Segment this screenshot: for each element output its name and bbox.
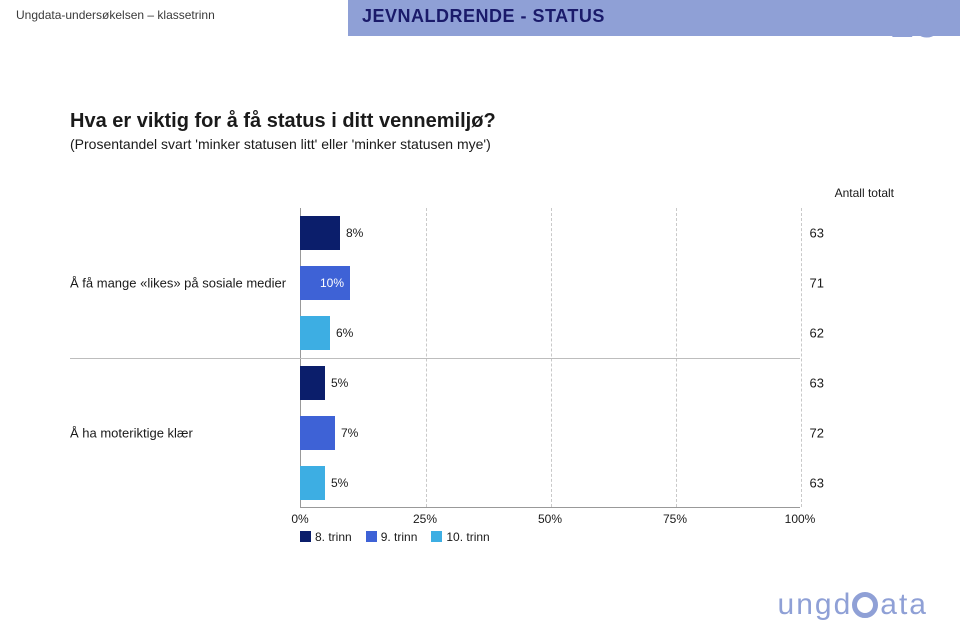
count-value: 63 — [810, 376, 824, 391]
bar-value-label: 8% — [346, 226, 363, 240]
page-number: 15 — [889, 0, 940, 48]
legend-label: 9. trinn — [381, 530, 418, 544]
x-tick-label: 50% — [538, 512, 562, 526]
bar: 6% — [300, 316, 330, 350]
section-title: JEVNALDRENDE - STATUS — [362, 6, 605, 27]
legend-swatch — [300, 531, 311, 542]
count-value: 72 — [810, 426, 824, 441]
count-value: 63 — [810, 226, 824, 241]
bar-value-label: 5% — [331, 476, 348, 490]
bar-row: 5% 63 — [70, 458, 890, 508]
legend-item: 8. trinn — [300, 530, 352, 544]
x-tick-label: 75% — [663, 512, 687, 526]
logo-ring-icon — [852, 592, 878, 618]
survey-label: Ungdata-undersøkelsen – klassetrinn — [16, 8, 215, 22]
count-value: 71 — [810, 276, 824, 291]
question-title: Hva er viktig for å få status i ditt ven… — [70, 110, 496, 133]
category-label: Å ha moteriktige klær — [70, 426, 290, 441]
category-label: Å få mange «likes» på sosiale medier — [70, 276, 290, 291]
x-tick-label: 100% — [785, 512, 816, 526]
bar-row: 8% 63 — [70, 208, 890, 258]
bar-row: Å få mange «likes» på sosiale medier 10% 7… — [70, 258, 890, 308]
legend-swatch — [366, 531, 377, 542]
bar: 5% — [300, 466, 325, 500]
logo-text: ungdata — [778, 588, 928, 621]
legend-item: 10. trinn — [431, 530, 489, 544]
legend-label: 8. trinn — [315, 530, 352, 544]
bar-row: 6% 62 — [70, 308, 890, 358]
bar-value-label: 6% — [336, 326, 353, 340]
bar-value-label: 5% — [331, 376, 348, 390]
bar: 5% — [300, 366, 325, 400]
legend-swatch — [431, 531, 442, 542]
bar-chart: 0% 25% 50% 75% 100% 8% 63 Å få mange «likes» på… — [70, 208, 890, 528]
bar-value-label: 7% — [341, 426, 358, 440]
x-tick-label: 0% — [291, 512, 308, 526]
x-tick-label: 25% — [413, 512, 437, 526]
bar: 10% — [300, 266, 350, 300]
legend: 8. trinn 9. trinn 10. trinn — [300, 530, 504, 544]
count-value: 63 — [810, 476, 824, 491]
bar: 8% — [300, 216, 340, 250]
legend-label: 10. trinn — [446, 530, 489, 544]
question-subtitle: (Prosentandel svart 'minker statusen lit… — [70, 136, 491, 152]
count-value: 62 — [810, 326, 824, 341]
count-column-header: Antall totalt — [835, 186, 894, 200]
bar-value-label: 10% — [320, 276, 344, 290]
bar-row: Å ha moteriktige klær 7% 72 — [70, 408, 890, 458]
legend-item: 9. trinn — [366, 530, 418, 544]
bar: 7% — [300, 416, 335, 450]
bar-row: 5% 63 — [70, 358, 890, 408]
page: Ungdata-undersøkelsen – klassetrinn JEVN… — [0, 0, 960, 640]
brand-logo: ungdata — [778, 588, 928, 622]
